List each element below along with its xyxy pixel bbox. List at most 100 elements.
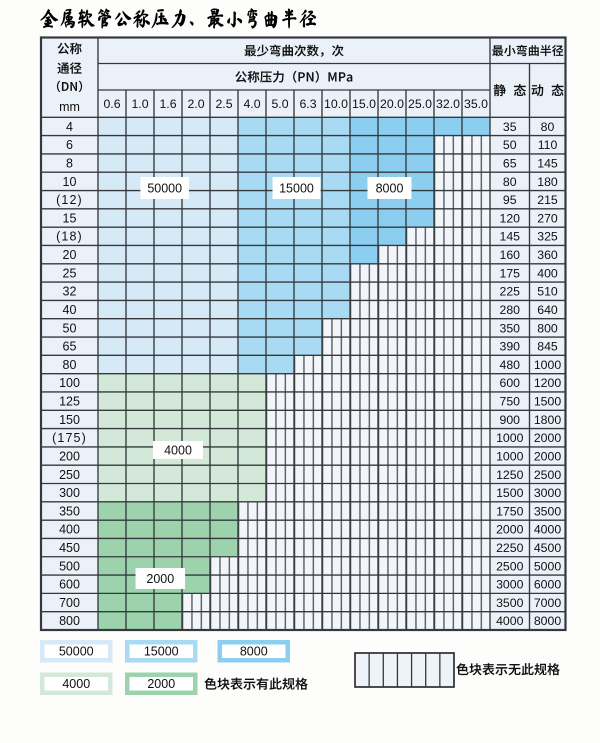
- svg-text:40: 40: [63, 303, 77, 317]
- svg-text:175: 175: [499, 266, 520, 280]
- svg-text:845: 845: [537, 340, 558, 354]
- svg-text:2000: 2000: [534, 449, 562, 463]
- svg-text:160: 160: [499, 248, 520, 262]
- svg-text:270: 270: [537, 211, 558, 225]
- svg-text:1000: 1000: [496, 431, 524, 445]
- svg-text:10.0: 10.0: [324, 97, 348, 111]
- svg-text:35: 35: [503, 120, 517, 134]
- svg-text:80: 80: [63, 358, 77, 372]
- svg-text:3000: 3000: [496, 578, 524, 592]
- svg-text:400: 400: [537, 266, 558, 280]
- svg-text:50000: 50000: [147, 181, 182, 195]
- svg-text:350: 350: [59, 504, 80, 518]
- svg-text:6000: 6000: [534, 578, 562, 592]
- svg-text:225: 225: [499, 285, 520, 299]
- svg-text:480: 480: [499, 358, 520, 372]
- svg-text:8: 8: [66, 156, 73, 170]
- svg-text:510: 510: [537, 285, 558, 299]
- svg-text:32.0: 32.0: [436, 97, 460, 111]
- svg-text:1500: 1500: [534, 395, 562, 409]
- svg-text:mm: mm: [59, 100, 80, 114]
- svg-text:1200: 1200: [534, 376, 562, 390]
- svg-text:3500: 3500: [534, 504, 562, 518]
- svg-text:145: 145: [537, 156, 558, 170]
- svg-text:800: 800: [59, 614, 80, 628]
- svg-text:2.5: 2.5: [215, 97, 232, 111]
- svg-text:(18): (18): [56, 230, 83, 244]
- svg-text:50000: 50000: [59, 645, 94, 659]
- svg-text:2250: 2250: [496, 541, 524, 555]
- svg-text:1000: 1000: [534, 358, 562, 372]
- svg-text:150: 150: [59, 413, 80, 427]
- svg-text:4: 4: [66, 120, 73, 134]
- svg-text:1250: 1250: [496, 468, 524, 482]
- svg-text:125: 125: [59, 395, 80, 409]
- svg-text:1.6: 1.6: [159, 97, 176, 111]
- svg-text:50: 50: [63, 321, 77, 335]
- svg-text:1750: 1750: [496, 504, 524, 518]
- svg-text:2500: 2500: [496, 559, 524, 573]
- svg-text:5000: 5000: [534, 559, 562, 573]
- svg-text:8000: 8000: [376, 181, 404, 195]
- svg-text:250: 250: [59, 468, 80, 482]
- svg-text:6.3: 6.3: [299, 97, 316, 111]
- svg-text:3500: 3500: [496, 596, 524, 610]
- svg-text:8000: 8000: [240, 645, 268, 659]
- svg-text:390: 390: [499, 340, 520, 354]
- svg-text:325: 325: [537, 230, 558, 244]
- svg-text:95: 95: [503, 193, 517, 207]
- svg-text:2000: 2000: [147, 677, 175, 691]
- svg-text:2.0: 2.0: [187, 97, 204, 111]
- svg-text:10: 10: [63, 175, 77, 189]
- svg-text:3000: 3000: [534, 486, 562, 500]
- svg-text:2000: 2000: [496, 523, 524, 537]
- svg-text:4000: 4000: [534, 523, 562, 537]
- svg-text:32: 32: [63, 285, 77, 299]
- svg-text:1000: 1000: [496, 449, 524, 463]
- svg-text:450: 450: [59, 541, 80, 555]
- svg-text:110: 110: [538, 138, 558, 152]
- svg-text:80: 80: [503, 175, 517, 189]
- svg-text:145: 145: [499, 230, 520, 244]
- svg-text:215: 215: [537, 193, 558, 207]
- svg-text:5.0: 5.0: [271, 97, 288, 111]
- svg-text:700: 700: [59, 596, 80, 610]
- svg-text:6: 6: [66, 138, 73, 152]
- svg-text:20.0: 20.0: [380, 97, 404, 111]
- svg-text:15.0: 15.0: [352, 97, 376, 111]
- svg-text:2000: 2000: [534, 431, 562, 445]
- svg-text:600: 600: [499, 376, 520, 390]
- svg-text:500: 500: [59, 559, 80, 573]
- svg-text:1800: 1800: [534, 413, 562, 427]
- svg-text:80: 80: [541, 120, 555, 134]
- svg-text:1500: 1500: [496, 486, 524, 500]
- svg-text:750: 750: [499, 395, 520, 409]
- svg-text:640: 640: [537, 303, 558, 317]
- svg-text:15000: 15000: [144, 645, 179, 659]
- svg-text:25: 25: [63, 266, 77, 280]
- svg-text:1.0: 1.0: [131, 97, 148, 111]
- svg-text:360: 360: [537, 248, 558, 262]
- svg-text:350: 350: [499, 321, 520, 335]
- svg-text:280: 280: [499, 303, 520, 317]
- svg-text:100: 100: [59, 376, 80, 390]
- svg-text:2500: 2500: [534, 468, 562, 482]
- svg-text:15000: 15000: [279, 181, 314, 195]
- svg-text:15: 15: [63, 211, 77, 225]
- svg-text:50: 50: [503, 138, 517, 152]
- svg-text:25.0: 25.0: [408, 97, 432, 111]
- svg-text:600: 600: [59, 578, 80, 592]
- svg-text:4000: 4000: [164, 443, 192, 457]
- svg-text:400: 400: [59, 523, 80, 537]
- svg-text:65: 65: [503, 156, 517, 170]
- svg-text:35.0: 35.0: [464, 97, 488, 111]
- svg-text:120: 120: [499, 211, 520, 225]
- svg-text:4.0: 4.0: [243, 97, 260, 111]
- svg-text:4500: 4500: [534, 541, 562, 555]
- svg-text:900: 900: [499, 413, 520, 427]
- svg-text:300: 300: [59, 486, 80, 500]
- svg-text:4000: 4000: [62, 677, 90, 691]
- svg-text:800: 800: [537, 321, 558, 335]
- svg-text:20: 20: [63, 248, 77, 262]
- svg-text:180: 180: [537, 175, 558, 189]
